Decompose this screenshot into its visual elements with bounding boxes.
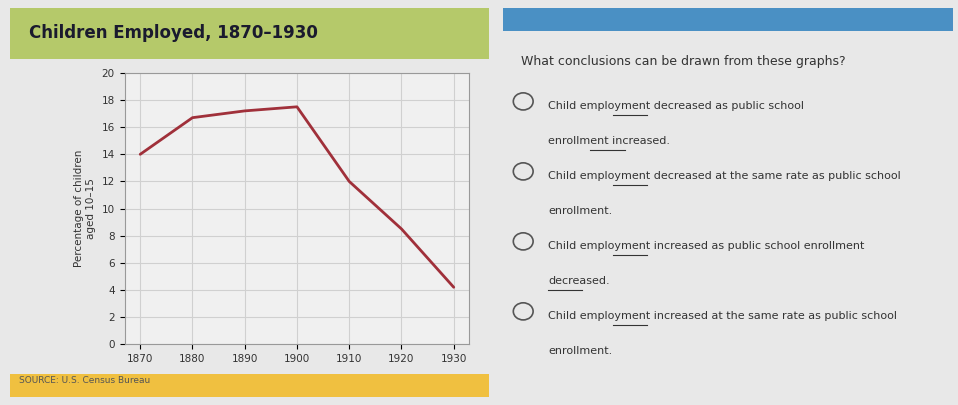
FancyBboxPatch shape [10,373,489,397]
Text: Child employment decreased at the same rate as public school: Child employment decreased at the same r… [548,171,901,181]
Text: Child employment increased at the same rate as public school: Child employment increased at the same r… [548,311,897,321]
FancyBboxPatch shape [503,8,953,32]
Y-axis label: Percentage of children
aged 10–15: Percentage of children aged 10–15 [75,150,96,267]
Text: enrollment.: enrollment. [548,207,612,216]
Text: Child employment decreased as public school: Child employment decreased as public sch… [548,101,804,111]
Text: decreased.: decreased. [548,276,609,286]
Text: enrollment.: enrollment. [548,346,612,356]
Text: SOURCE: U.S. Census Bureau: SOURCE: U.S. Census Bureau [19,376,150,385]
Text: Children Employed, 1870–1930: Children Employed, 1870–1930 [29,24,318,43]
Text: What conclusions can be drawn from these graphs?: What conclusions can be drawn from these… [521,55,846,68]
Text: Child employment increased as public school enrollment: Child employment increased as public sch… [548,241,864,252]
Text: enrollment increased.: enrollment increased. [548,136,670,146]
FancyBboxPatch shape [10,8,489,59]
